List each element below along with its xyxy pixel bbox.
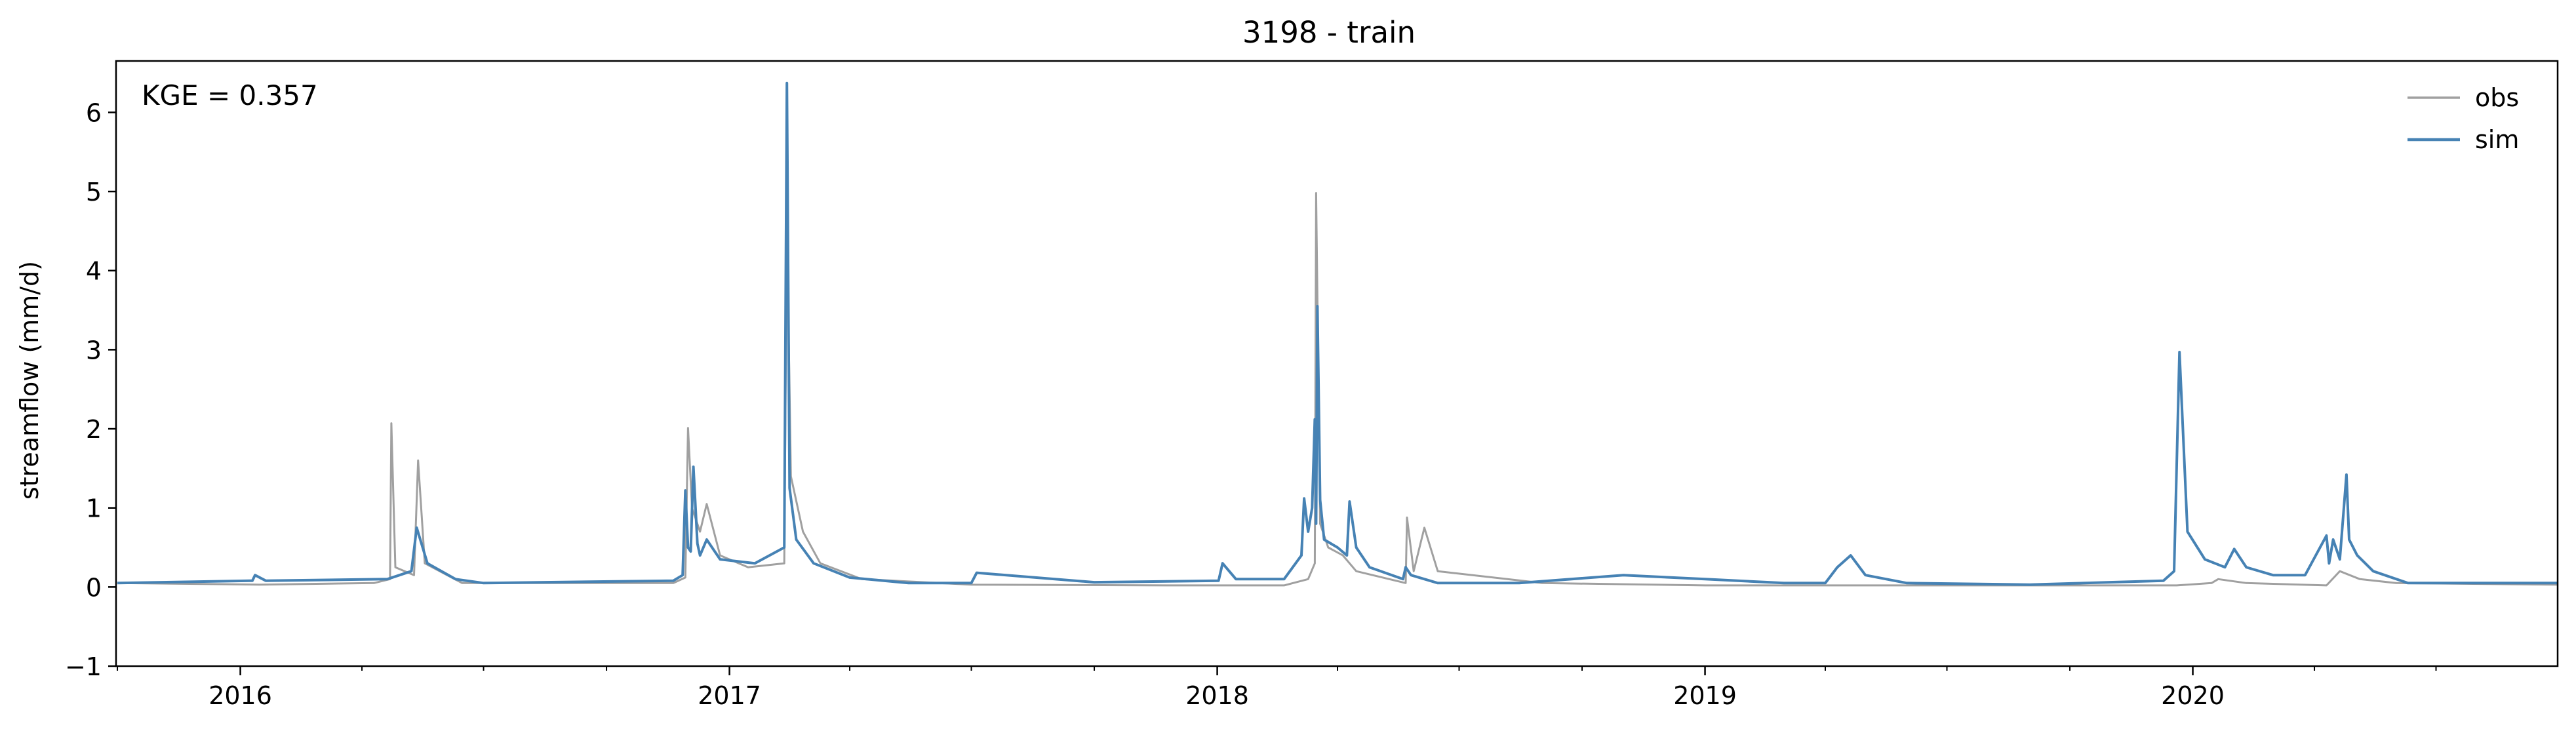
- y-tick-label: −1: [65, 652, 102, 681]
- x-axis: 2016 2017 2018 2019 2020: [117, 666, 2437, 710]
- chart-legend: obs sim: [2408, 83, 2519, 154]
- kge-annotation: KGE = 0.357: [142, 79, 318, 111]
- x-tick-label: 2020: [2161, 681, 2225, 710]
- legend-label-obs: obs: [2475, 83, 2519, 112]
- y-axis-label: streamflow (mm/d): [15, 261, 44, 500]
- y-tick-label: 0: [86, 573, 102, 602]
- x-tick-label: 2018: [1185, 681, 1249, 710]
- x-tick-label: 2017: [698, 681, 761, 710]
- series-line-sim: [117, 81, 2558, 586]
- y-tick-label: 2: [86, 415, 102, 444]
- legend-label-sim: sim: [2475, 125, 2519, 154]
- y-tick-label: 3: [86, 336, 102, 365]
- chart-title: 3198 - train: [1242, 15, 1416, 50]
- y-tick-label: 6: [86, 98, 102, 127]
- y-axis: −1 0 1 2 3 4 5 6: [65, 98, 116, 681]
- plot-frame: [115, 60, 2559, 667]
- x-tick-label: 2019: [1673, 681, 1737, 710]
- y-tick-label: 4: [86, 257, 102, 286]
- x-tick-label: 2016: [208, 681, 272, 710]
- series-group: [117, 81, 2558, 587]
- y-tick-label: 1: [86, 494, 102, 523]
- y-tick-label: 5: [86, 178, 102, 207]
